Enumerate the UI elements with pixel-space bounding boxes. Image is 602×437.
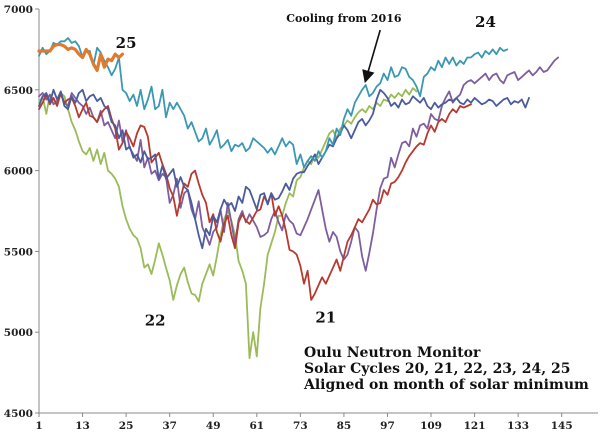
x-tick-label: 145 bbox=[551, 420, 573, 432]
x-tick-label: 37 bbox=[162, 420, 177, 432]
y-tick-label: 7000 bbox=[4, 4, 33, 16]
y-tick-label: 5500 bbox=[4, 246, 33, 258]
x-tick-label: 97 bbox=[380, 420, 395, 432]
y-tick-label: 5000 bbox=[4, 327, 33, 339]
series-labels: 25 24 22 21 bbox=[116, 13, 496, 330]
x-tick-label: 13 bbox=[75, 420, 90, 432]
chart-title-line-3: Aligned on month of solar minimum bbox=[303, 377, 589, 393]
plot-area bbox=[38, 9, 598, 414]
annotation: Cooling from 2016 bbox=[286, 12, 402, 84]
x-tick-label: 121 bbox=[464, 420, 486, 432]
x-tick-label: 85 bbox=[337, 420, 352, 432]
cycle-label-25: 25 bbox=[116, 34, 137, 52]
x-tick-label: 73 bbox=[293, 420, 308, 432]
chart-title-line-2: Solar Cycles 20, 21, 22, 23, 24, 25 bbox=[304, 361, 571, 377]
y-tick-label: 6000 bbox=[4, 166, 33, 178]
cycle-label-21: 21 bbox=[315, 309, 336, 327]
x-tick-label: 49 bbox=[206, 420, 221, 432]
y-axis: 4500 5000 5500 6000 6500 7000 bbox=[4, 4, 39, 420]
x-tick-label: 25 bbox=[119, 420, 134, 432]
series-line-0 bbox=[38, 87, 418, 360]
cycle-label-24: 24 bbox=[475, 13, 496, 31]
cycle-label-22: 22 bbox=[145, 312, 166, 330]
x-tick-label: 133 bbox=[507, 420, 529, 432]
chart-title-line-1: Oulu Neutron Monitor bbox=[304, 345, 481, 361]
series-layer bbox=[37, 37, 559, 360]
series-line-1 bbox=[38, 56, 559, 272]
x-tick-label: 109 bbox=[420, 420, 442, 432]
series-line-4 bbox=[38, 37, 509, 169]
x-tick-label: 1 bbox=[35, 420, 42, 432]
series-line-3 bbox=[38, 88, 530, 250]
series-line-5 bbox=[37, 42, 125, 73]
x-axis: 1 13 25 37 49 61 73 85 97 109 121 133 145 bbox=[35, 413, 573, 432]
x-tick-label: 61 bbox=[249, 420, 264, 432]
annotation-text: Cooling from 2016 bbox=[286, 12, 402, 25]
y-tick-label: 6500 bbox=[4, 85, 33, 97]
annotation-arrow bbox=[362, 29, 381, 84]
y-tick-label: 4500 bbox=[4, 408, 33, 420]
